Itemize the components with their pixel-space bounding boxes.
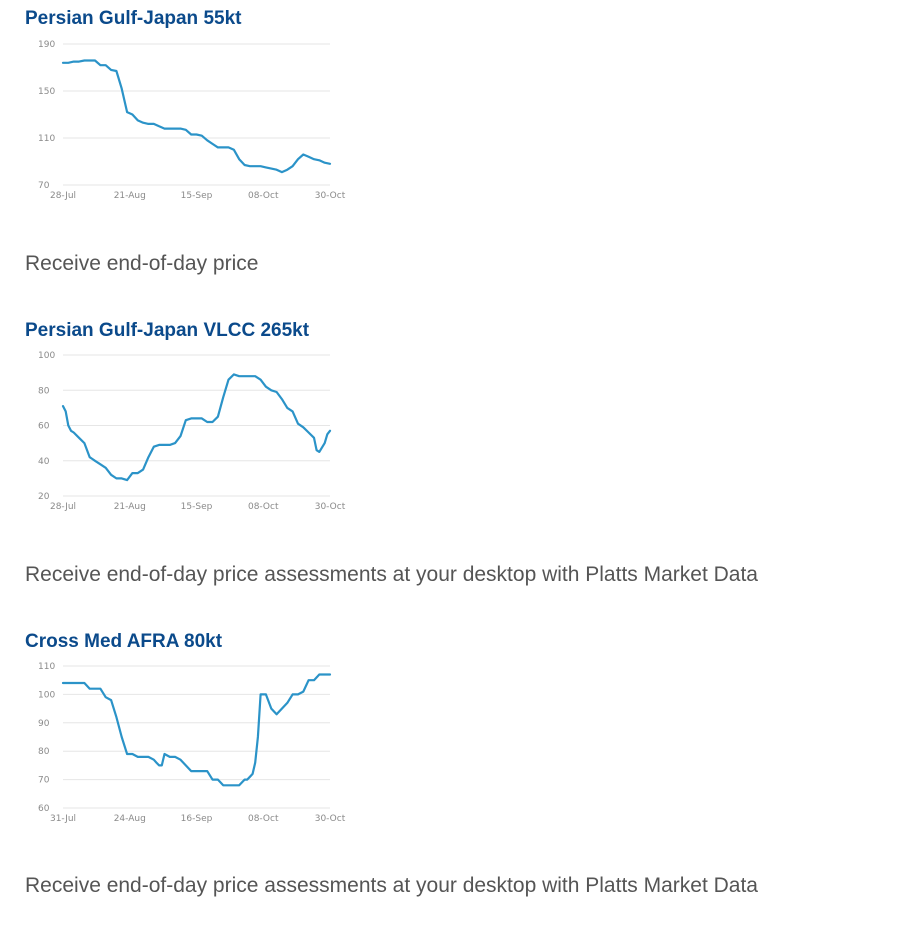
x-tick-label: 30-Oct <box>315 502 346 512</box>
x-tick-label: 30-Oct <box>315 191 346 201</box>
y-tick-label: 150 <box>38 87 55 97</box>
x-tick-label: 21-Aug <box>114 191 146 201</box>
y-tick-label: 110 <box>38 662 55 672</box>
y-tick-label: 20 <box>38 492 50 502</box>
caption-2: Receive end-of-day price assessments at … <box>25 563 758 586</box>
series-line <box>61 59 332 174</box>
x-tick-label: 16-Sep <box>181 814 213 824</box>
y-tick-label: 60 <box>38 422 50 432</box>
x-tick-label: 15-Sep <box>181 191 213 201</box>
y-tick-label: 70 <box>38 181 50 191</box>
x-tick-label: 15-Sep <box>181 502 213 512</box>
y-tick-label: 60 <box>38 804 50 814</box>
y-tick-label: 90 <box>38 719 50 729</box>
x-tick-label: 31-Jul <box>50 814 76 824</box>
x-tick-label: 08-Oct <box>248 191 279 201</box>
x-tick-label: 21-Aug <box>114 502 146 512</box>
caption-1: Receive end-of-day price <box>25 252 259 275</box>
x-tick-label: 30-Oct <box>315 814 346 824</box>
chart-title-pg-japan-vlcc-265kt: Persian Gulf-Japan VLCC 265kt <box>25 320 310 341</box>
x-tick-label: 28-Jul <box>50 191 76 201</box>
series-line <box>61 673 332 787</box>
y-tick-label: 80 <box>38 386 50 396</box>
y-tick-label: 40 <box>38 457 50 467</box>
series-line <box>61 373 332 482</box>
chart-title-pg-japan-55kt: Persian Gulf-Japan 55kt <box>25 8 242 29</box>
y-tick-label: 190 <box>38 40 55 50</box>
x-tick-label: 08-Oct <box>248 502 279 512</box>
x-tick-label: 08-Oct <box>248 814 279 824</box>
y-tick-label: 80 <box>38 747 50 757</box>
y-tick-label: 110 <box>38 134 55 144</box>
y-tick-label: 70 <box>38 776 50 786</box>
chart-title-cross-med-afra-80kt: Cross Med AFRA 80kt <box>25 631 223 652</box>
x-tick-label: 24-Aug <box>114 814 146 824</box>
y-tick-label: 100 <box>38 351 55 361</box>
y-tick-label: 100 <box>38 690 55 700</box>
x-tick-label: 28-Jul <box>50 502 76 512</box>
caption-3: Receive end-of-day price assessments at … <box>25 874 758 897</box>
